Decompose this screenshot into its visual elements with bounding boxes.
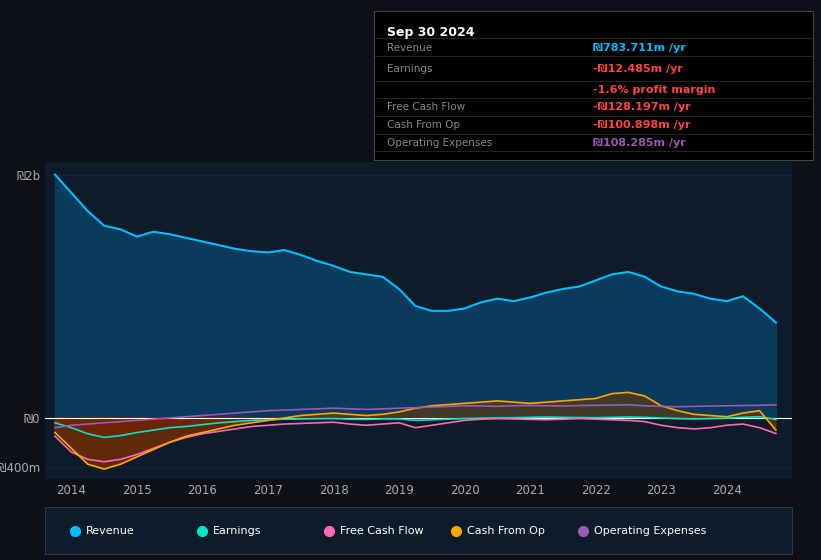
Text: Sep 30 2024: Sep 30 2024 <box>387 26 475 39</box>
Text: Operating Expenses: Operating Expenses <box>594 526 707 535</box>
Text: Revenue: Revenue <box>86 526 135 535</box>
Text: -1.6% profit margin: -1.6% profit margin <box>594 85 716 95</box>
Text: ₪108.285m /yr: ₪108.285m /yr <box>594 138 686 148</box>
Text: Earnings: Earnings <box>213 526 262 535</box>
Text: Free Cash Flow: Free Cash Flow <box>340 526 424 535</box>
Text: -₪12.485m /yr: -₪12.485m /yr <box>594 64 683 74</box>
Text: Cash From Op: Cash From Op <box>387 120 460 130</box>
Text: Free Cash Flow: Free Cash Flow <box>387 102 465 113</box>
Text: -₪100.898m /yr: -₪100.898m /yr <box>594 120 690 130</box>
Text: Revenue: Revenue <box>387 43 432 53</box>
Text: Earnings: Earnings <box>387 64 432 74</box>
Text: Operating Expenses: Operating Expenses <box>387 138 492 148</box>
Text: Cash From Op: Cash From Op <box>467 526 545 535</box>
Text: -₪128.197m /yr: -₪128.197m /yr <box>594 102 691 113</box>
Text: ₪783.711m /yr: ₪783.711m /yr <box>594 43 686 53</box>
